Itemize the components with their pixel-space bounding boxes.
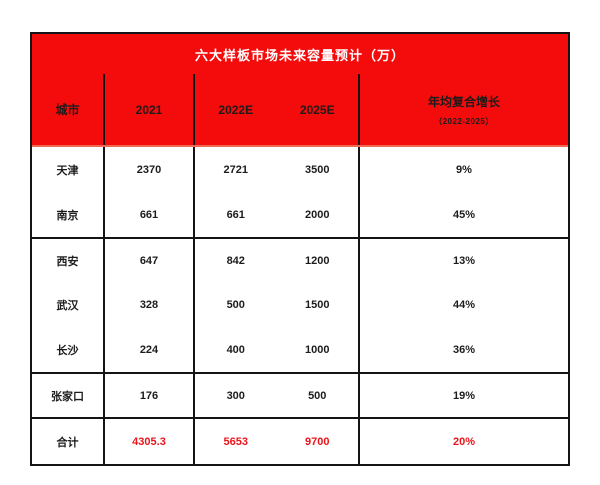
total-mid-years: 5653 9700 xyxy=(193,419,358,464)
table-row-tianjin: 天津 2370 2721 3500 9% xyxy=(32,147,568,192)
value-2021: 647 xyxy=(103,239,193,282)
header-2025e: 2025E xyxy=(299,102,335,117)
value-cagr: 44% xyxy=(358,282,568,327)
table-row-wuhan: 武汉 328 500 1500 44% xyxy=(32,282,568,327)
total-label: 合计 xyxy=(56,436,79,449)
value-2025e: 1200 xyxy=(305,254,330,267)
value-2025e: 500 xyxy=(308,389,327,402)
value-2021: 176 xyxy=(103,374,193,417)
value-mid-years: 661 2000 xyxy=(193,192,358,237)
value-2022e: 661 xyxy=(226,208,245,221)
table-row-total: 合计 4305.3 5653 9700 20% xyxy=(32,417,568,464)
value-mid-years: 500 1500 xyxy=(193,282,358,327)
value-mid-years: 300 500 xyxy=(193,374,358,417)
value-2022e: 500 xyxy=(226,298,245,311)
header-2022e: 2022E xyxy=(218,102,254,117)
city-name: 武汉 xyxy=(56,299,79,312)
value-2022e: 2721 xyxy=(223,163,248,176)
total-2025e: 9700 xyxy=(305,435,330,448)
value-2022e: 400 xyxy=(226,343,245,356)
value-2025e: 1500 xyxy=(305,298,330,311)
value-cagr: 36% xyxy=(358,327,568,372)
header-2021: 2021 xyxy=(103,74,193,145)
value-cagr: 19% xyxy=(358,374,568,417)
value-mid-years: 842 1200 xyxy=(193,239,358,282)
header-cagr-label: 年均复合增长 xyxy=(427,94,500,109)
total-2022e: 5653 xyxy=(223,435,248,448)
value-mid-years: 2721 3500 xyxy=(193,147,358,192)
value-2021: 328 xyxy=(103,282,193,327)
header-mid-years: 2022E 2025E xyxy=(193,74,358,145)
value-2021: 2370 xyxy=(103,147,193,192)
value-cagr: 9% xyxy=(358,147,568,192)
table-row-nanjing: 南京 661 661 2000 45% xyxy=(32,192,568,237)
value-2021: 661 xyxy=(103,192,193,237)
table-header-row: 城市 2021 2022E 2025E 年均复合增长 （2022-2025） xyxy=(32,74,568,147)
table-row-xian: 西安 647 842 1200 13% xyxy=(32,237,568,282)
value-2025e: 2000 xyxy=(305,208,330,221)
table-row-zhangjiakou: 张家口 176 300 500 19% xyxy=(32,372,568,417)
value-cagr: 13% xyxy=(358,239,568,282)
city-name: 张家口 xyxy=(51,390,84,403)
header-city: 城市 xyxy=(55,103,80,117)
header-cagr-period: （2022-2025） xyxy=(434,116,494,126)
total-cagr: 20% xyxy=(358,419,568,464)
forecast-table: 六大样板市场未来容量预计（万） 城市 2021 2022E 2025E 年均复合… xyxy=(30,32,570,466)
city-name: 天津 xyxy=(56,164,79,177)
table-row-changsha: 长沙 224 400 1000 36% xyxy=(32,327,568,372)
value-mid-years: 400 1000 xyxy=(193,327,358,372)
city-name: 南京 xyxy=(56,209,79,222)
city-name: 长沙 xyxy=(56,344,79,357)
value-2025e: 3500 xyxy=(305,163,330,176)
city-name: 西安 xyxy=(56,255,79,268)
header-cagr: 年均复合增长 （2022-2025） xyxy=(358,74,568,145)
value-cagr: 45% xyxy=(358,192,568,237)
value-2021: 224 xyxy=(103,327,193,372)
total-2021: 4305.3 xyxy=(103,419,193,464)
value-2022e: 842 xyxy=(226,254,245,267)
value-2022e: 300 xyxy=(226,389,245,402)
value-2025e: 1000 xyxy=(305,343,330,356)
table-title: 六大样板市场未来容量预计（万） xyxy=(32,34,568,74)
